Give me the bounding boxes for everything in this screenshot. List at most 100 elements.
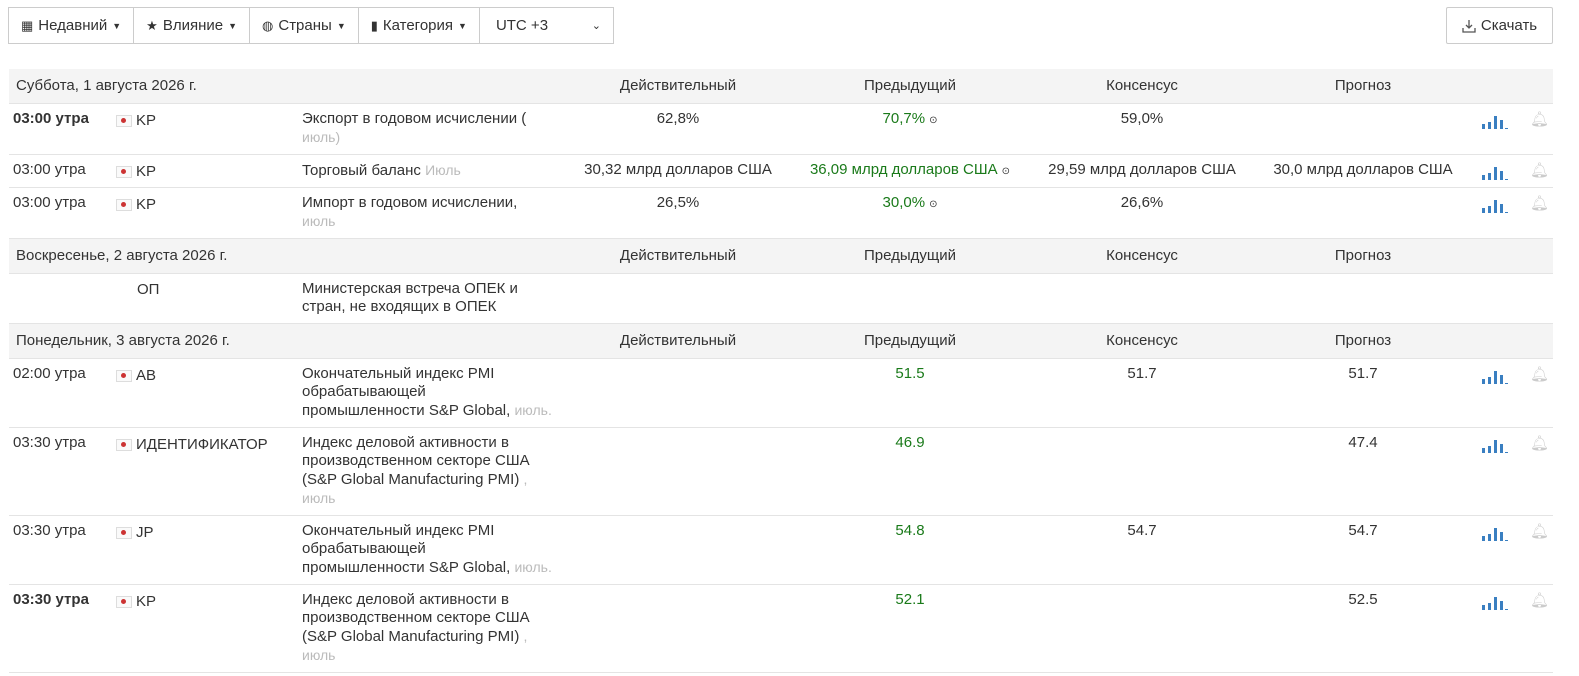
history-chart-icon[interactable]	[1481, 196, 1509, 214]
column-header: Действительный	[619, 332, 737, 349]
button-icon: ◍	[262, 17, 274, 33]
event-time: 03:00 утра	[13, 161, 86, 178]
country-code: ИДЕНТИФИКАТОР	[136, 436, 268, 453]
event-period: июль.	[514, 559, 552, 575]
value-previous: 46.9	[800, 434, 1020, 452]
consensus-value: 26,6%	[1120, 194, 1164, 211]
event-period: июль	[302, 213, 336, 229]
event-time: 03:30 утра	[13, 434, 86, 451]
filter-button[interactable]: ▮ Категория ▼	[357, 7, 480, 44]
button-label: Недавний	[38, 17, 108, 34]
event-period: Июль	[425, 162, 461, 178]
history-chart-icon[interactable]	[1481, 436, 1509, 454]
flag-mark	[121, 530, 126, 535]
country-code: ОП	[137, 281, 160, 298]
previous-value: 36,09 млрд долларов США	[809, 161, 998, 178]
column-header: Предыдущий	[863, 332, 957, 349]
country-code: KP	[136, 593, 157, 610]
timezone-select[interactable]: UTC +3 ⌄	[478, 7, 614, 44]
event-time: 03:30 утра	[13, 591, 89, 608]
caret: ▼	[228, 20, 238, 31]
alert-bell[interactable]: 🔔︎	[1530, 111, 1550, 128]
revision-icon: ⊙	[1001, 166, 1011, 177]
previous-value: 51.5	[895, 365, 925, 382]
history-chart-icon[interactable]	[1481, 367, 1509, 385]
forecast-value: 54.7	[1348, 522, 1378, 539]
flag-mark	[121, 599, 126, 604]
event-title: Экспорт в годовом исчислении ( июль)	[302, 104, 552, 154]
caret: ▼	[112, 20, 122, 31]
event-name: Окончательный индекс PMI обрабатывающей …	[302, 522, 511, 576]
caret: ▼	[336, 20, 346, 31]
country-code: KP	[136, 112, 157, 129]
value-actual: 26,5%	[568, 194, 788, 212]
event-time: 03:30 утра	[13, 522, 86, 539]
value-consensus: 54.7	[1032, 522, 1252, 540]
value-actual: 30,32 млрд долларов США	[568, 161, 788, 179]
filter-button[interactable]: ★ Влияние ▼	[133, 7, 251, 44]
event-period: , июль	[302, 628, 528, 663]
country-flag	[116, 166, 132, 178]
day-header: Суббота, 1 августа 2026 г. Действительный…	[9, 69, 1553, 104]
value-forecast: 30,0 млрд долларов США	[1253, 161, 1473, 179]
event-name: Индекс деловой активности в производстве…	[302, 434, 530, 488]
value-previous: 51.5	[800, 365, 1020, 383]
alert-bell[interactable]: 🔔︎	[1530, 523, 1550, 540]
column-header: Предыдущий	[863, 77, 957, 94]
alert-bell[interactable]: 🔔︎	[1530, 592, 1550, 609]
event-time: 03:00 утра	[13, 110, 89, 127]
button-label: Влияние	[162, 17, 224, 34]
country-code: KP	[136, 196, 157, 213]
actual-value: 26,5%	[656, 194, 700, 211]
alert-bell[interactable]: 🔔︎	[1530, 366, 1550, 383]
value-previous: 52.1	[800, 591, 1020, 609]
country-flag	[116, 596, 132, 608]
history-chart-icon[interactable]	[1481, 163, 1509, 181]
country-code: JP	[136, 524, 154, 541]
download-button[interactable]: Скачать	[1446, 7, 1553, 44]
filter-button[interactable]: ◍ Страны ▼	[249, 7, 359, 44]
value-previous: 30,0% ⊙	[800, 194, 1020, 214]
alert-bell[interactable]: 🔔︎	[1530, 162, 1550, 179]
filter-button[interactable]: ▦ Недавний ▼	[8, 7, 135, 44]
previous-value: 52.1	[895, 591, 925, 608]
value-consensus: 51.7	[1032, 365, 1252, 383]
value-actual: 62,8%	[568, 110, 788, 128]
day-date: Воскресенье, 2 августа 2026 г.	[16, 247, 228, 264]
country-flag	[116, 199, 132, 211]
history-chart-icon[interactable]	[1481, 112, 1509, 130]
event-name: Окончательный индекс PMI обрабатывающей …	[302, 365, 511, 419]
column-header: Действительный	[619, 247, 737, 264]
event-title: Индекс деловой активности в производстве…	[302, 585, 552, 672]
event-time: 03:00 утра	[13, 194, 86, 211]
country-flag	[116, 370, 132, 382]
actual-value: 62,8%	[656, 110, 700, 127]
event-title: Министерская встреча ОПЕК и стран, не вх…	[302, 274, 552, 323]
button-label: Категория	[382, 17, 454, 34]
country-code: KP	[136, 163, 157, 180]
history-chart-icon[interactable]	[1481, 593, 1509, 611]
alert-bell[interactable]: 🔔︎	[1530, 195, 1550, 212]
day-date: Суббота, 1 августа 2026 г.	[16, 77, 197, 94]
download-label: Скачать	[1480, 17, 1538, 34]
event-row: 03:00 утра KP Экспорт в годовом исчислении…	[9, 104, 1553, 155]
forecast-value: 52.5	[1348, 591, 1378, 608]
day-header: Воскресенье, 2 августа 2026 г. Действител…	[9, 239, 1553, 274]
revision-icon: ⊙	[929, 199, 938, 210]
column-header: Действительный	[619, 77, 737, 94]
value-previous: 36,09 млрд долларов США ⊙	[800, 161, 1020, 181]
forecast-value: 51.7	[1348, 365, 1378, 382]
consensus-value: 54.7	[1127, 522, 1157, 539]
button-label: Страны	[278, 17, 332, 34]
event-title: Окончательный индекс PMI обрабатывающей …	[302, 359, 552, 427]
value-consensus: 26,6%	[1032, 194, 1252, 212]
alert-bell[interactable]: 🔔︎	[1530, 435, 1550, 452]
flag-mark	[121, 118, 126, 123]
download-icon	[1462, 19, 1476, 33]
event-time: 02:00 утра	[13, 365, 86, 382]
flag-mark	[121, 373, 126, 378]
event-row: 03:00 утра KP Торговый баланс Июль 30,32 мл…	[9, 155, 1553, 188]
forecast-value: 47.4	[1348, 434, 1378, 451]
button-icon: ★	[146, 17, 158, 33]
history-chart-icon[interactable]	[1481, 524, 1509, 542]
